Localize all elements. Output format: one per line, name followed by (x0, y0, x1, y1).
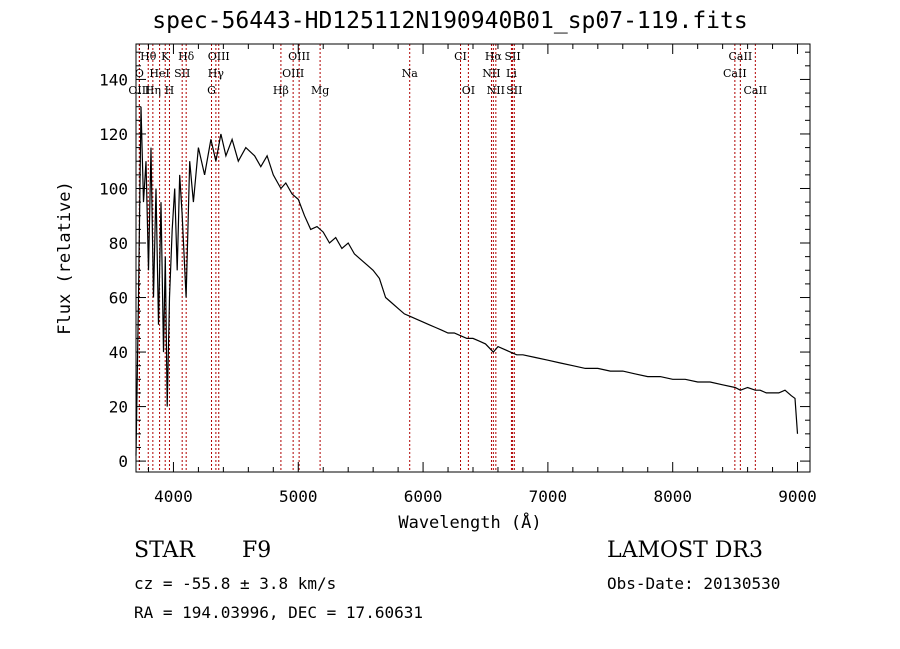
emission-line-label: Hδ (178, 50, 195, 63)
spectral-subclass: F9 (242, 538, 272, 563)
emission-line-label: Hγ (208, 67, 225, 80)
emission-line-label: K (161, 50, 170, 63)
emission-line-label: Mg (311, 84, 329, 97)
x-axis-label: Wavelength (Å) (398, 511, 541, 533)
emission-line-label: CaII (723, 67, 747, 80)
y-tick-label: 20 (109, 398, 128, 417)
emission-line-label: SII (506, 84, 522, 97)
emission-line-label: OIII (208, 50, 230, 63)
x-tick-label: 8000 (653, 487, 692, 506)
coordinates: RA = 194.03996, DEC = 17.60631 (134, 603, 423, 622)
emission-line-label: Hβ (273, 84, 289, 97)
spectrum-line (135, 106, 799, 456)
emission-line-label: Hη (145, 84, 161, 97)
emission-line-label: NII (487, 84, 505, 97)
y-tick-label: 40 (109, 343, 128, 362)
plot-frame (135, 43, 811, 473)
y-tick-label: 0 (118, 452, 128, 471)
x-tick-label: 6000 (404, 487, 443, 506)
emission-line-label: Hθ (140, 50, 157, 63)
y-tick-label: 140 (99, 70, 128, 89)
emission-line-markers (138, 44, 756, 472)
x-tick-label: 5000 (279, 487, 318, 506)
x-tick-label: 7000 (529, 487, 568, 506)
y-tick-label: 60 (109, 289, 128, 308)
y-tick-label: 80 (109, 234, 128, 253)
object-type: STAR (134, 538, 195, 563)
emission-line-label: Hα (485, 50, 503, 63)
chart-title: spec-56443-HD125112N190940B01_sp07-119.f… (152, 8, 748, 34)
emission-line-label: NII (482, 67, 500, 80)
y-axis-label: Flux (relative) (55, 181, 75, 335)
emission-line-label: OIII (128, 84, 150, 97)
emission-line-label: Li (506, 67, 517, 80)
emission-line-label: CaII (743, 84, 767, 97)
x-axis: 4000 5000 6000 7000 8000 9000 (147, 44, 817, 506)
emission-line-label: Na (402, 67, 419, 80)
emission-line-label: HeI (149, 67, 169, 80)
emission-line-label: G (207, 84, 216, 97)
emission-line-label: H (165, 84, 175, 97)
x-tick-label: 4000 (154, 487, 193, 506)
y-axis: 0 20 40 60 80 100 120 140 (99, 51, 810, 471)
observation-date: Obs-Date: 20130530 (607, 574, 781, 593)
emission-line-label: OIII (288, 50, 310, 63)
survey-name: LAMOST DR3 (607, 538, 763, 563)
emission-line-label: SII (174, 67, 190, 80)
emission-line-label: SII (504, 50, 520, 63)
redshift-velocity: cz = -55.8 ± 3.8 km/s (134, 574, 337, 593)
emission-line-label: OIII (282, 67, 304, 80)
emission-line-label: O (135, 67, 144, 80)
x-tick-label: 9000 (778, 487, 817, 506)
emission-line-label: CI (454, 50, 467, 63)
emission-line-label: OI (462, 84, 475, 97)
y-tick-label: 100 (99, 179, 128, 198)
y-tick-label: 120 (99, 125, 128, 144)
emission-line-label: CaII (729, 50, 753, 63)
